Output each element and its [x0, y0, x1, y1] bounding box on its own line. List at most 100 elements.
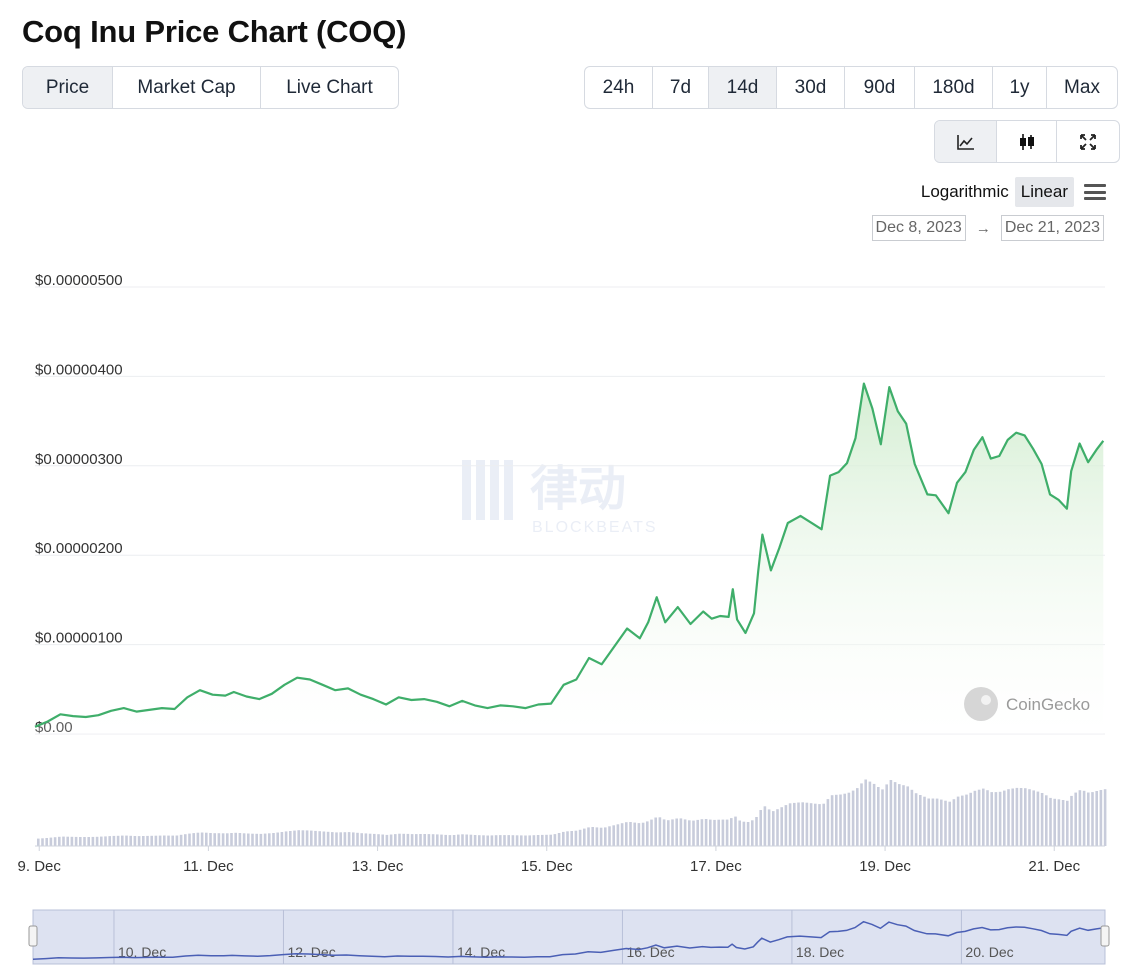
volume-bar	[742, 821, 746, 846]
volume-bar	[549, 834, 552, 846]
tab-market-cap[interactable]: Market Cap	[113, 67, 261, 108]
range-90d-button[interactable]: 90d	[845, 67, 915, 108]
volume-bar	[482, 835, 485, 846]
range-30d-button[interactable]: 30d	[777, 67, 845, 108]
volume-bar	[893, 782, 897, 846]
volume-bar	[608, 826, 611, 846]
watermark-cn-text: 律动	[530, 461, 626, 517]
volume-bar	[154, 835, 158, 846]
volume-bar	[66, 836, 69, 846]
range-1y-button[interactable]: 1y	[993, 67, 1047, 108]
tab-price[interactable]: Price	[23, 67, 113, 108]
volume-bar	[599, 827, 603, 846]
coingecko-text: CoinGecko	[1006, 695, 1090, 714]
volume-bar	[188, 833, 191, 846]
volume-bar	[872, 783, 876, 846]
volume-bar	[167, 835, 170, 846]
linear-scale-button[interactable]: Linear	[1014, 177, 1074, 207]
volume-bar	[499, 835, 502, 846]
volume-bar	[49, 837, 53, 846]
volume-bar	[713, 819, 716, 846]
volume-bar	[587, 827, 590, 846]
volume-bars	[35, 779, 1107, 847]
price-area-fill	[35, 383, 1104, 734]
line-chart-icon	[956, 134, 974, 150]
volume-bar	[759, 810, 762, 846]
volume-bar	[776, 809, 779, 846]
volume-bar	[730, 818, 733, 846]
candlestick-icon	[1019, 133, 1034, 150]
volume-bar	[574, 830, 578, 846]
volume-bar	[137, 836, 141, 846]
volume-bar	[53, 837, 57, 846]
volume-bar	[1099, 790, 1103, 846]
volume-bar	[398, 833, 401, 846]
volume-bar	[532, 835, 536, 846]
navigator-left-handle[interactable]	[28, 925, 38, 947]
x-tick-label: 9. Dec	[18, 858, 62, 875]
volume-bar	[452, 835, 456, 846]
volume-bar	[335, 832, 338, 846]
x-tick-label: 13. Dec	[352, 858, 404, 875]
volume-bar	[818, 804, 821, 846]
y-tick-label: $0.00000400	[35, 361, 123, 378]
range-24h-button[interactable]: 24h	[585, 67, 653, 108]
volume-bar	[591, 827, 594, 846]
volume-bar	[1103, 789, 1107, 846]
logarithmic-scale-button[interactable]: Logarithmic	[920, 182, 1009, 201]
volume-bar	[381, 834, 384, 846]
volume-bar	[234, 832, 237, 846]
volume-bar	[314, 830, 317, 846]
hamburger-menu-icon[interactable]	[1084, 184, 1106, 200]
navigator-labels: 10. Dec 12. Dec 14. Dec 16. Dec 18. Dec 20. D…	[118, 944, 1014, 960]
arrow-right-icon: →	[975, 219, 991, 237]
volume-bar	[217, 833, 221, 846]
volume-bar	[910, 789, 914, 846]
volume-bar	[986, 790, 989, 846]
volume-bar	[961, 795, 964, 846]
volume-bar	[654, 817, 657, 846]
volume-bar	[419, 834, 422, 846]
date-to-input[interactable]: Dec 21, 2023	[1000, 215, 1104, 241]
tab-live-chart[interactable]: Live Chart	[286, 76, 373, 98]
volume-bar	[247, 833, 250, 846]
candlestick-view-button[interactable]	[997, 121, 1057, 162]
volume-bar	[843, 793, 846, 846]
fullscreen-button[interactable]	[1057, 121, 1119, 162]
range-180d-button[interactable]: 180d	[915, 67, 993, 108]
navigator-date-label: 12. Dec	[287, 944, 335, 960]
y-tick-label: $0.00000500	[35, 272, 123, 289]
volume-bar	[394, 834, 397, 846]
volume-bar	[940, 799, 943, 846]
volume-bar	[305, 830, 309, 846]
volume-bar	[1007, 789, 1010, 846]
volume-bar	[347, 832, 351, 846]
volume-bar	[343, 832, 347, 846]
volume-bar	[885, 784, 888, 846]
range-7d-button[interactable]: 7d	[653, 67, 709, 108]
watermark-en-text: BLOCKBEATS	[532, 519, 658, 536]
navigator-right-handle[interactable]	[1100, 925, 1110, 947]
volume-bar	[1045, 795, 1048, 846]
volume-bar	[1087, 792, 1090, 846]
volume-bar	[784, 805, 788, 846]
volume-bar	[326, 831, 330, 846]
volume-bar	[406, 833, 410, 846]
date-range-inputs: Dec 8, 2023 → Dec 21, 2023	[871, 215, 1104, 241]
date-from-input[interactable]: Dec 8, 2023	[871, 215, 966, 241]
volume-bar	[158, 835, 162, 846]
range-14d-button[interactable]: 14d	[709, 67, 777, 108]
line-chart-view-button[interactable]	[935, 121, 997, 162]
range-max-button[interactable]: Max	[1064, 76, 1100, 98]
volume-bar	[641, 822, 645, 846]
volume-bar	[268, 833, 271, 846]
volume-bar	[809, 803, 813, 846]
volume-bar	[998, 791, 1002, 846]
volume-bar	[780, 807, 783, 846]
volume-bar	[318, 831, 321, 846]
volume-bar	[633, 822, 636, 846]
volume-bar	[965, 794, 968, 846]
navigator[interactable]: 10. Dec 12. Dec 14. Dec 16. Dec 18. Dec 20. D…	[28, 909, 1110, 965]
volume-bar	[179, 834, 183, 846]
